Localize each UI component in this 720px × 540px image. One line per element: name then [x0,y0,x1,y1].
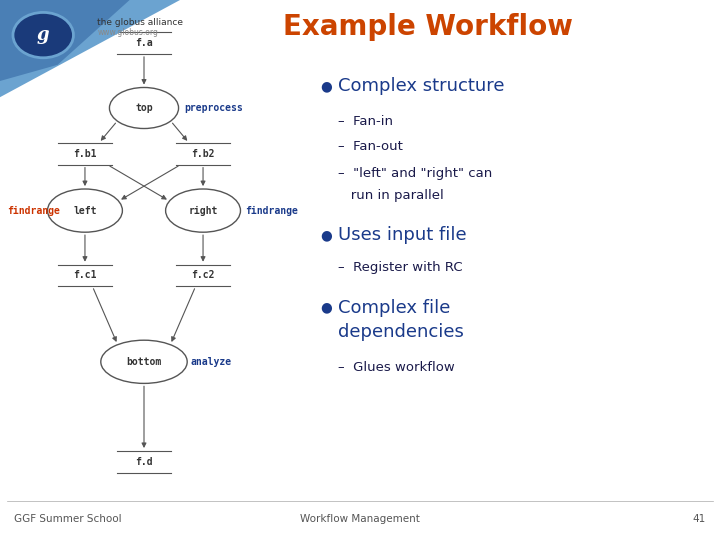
Text: GGF Summer School: GGF Summer School [14,515,122,524]
Text: Complex file: Complex file [338,299,451,317]
Text: f.b1: f.b1 [73,149,96,159]
Text: ●: ● [320,228,332,242]
Text: right: right [189,206,217,215]
Polygon shape [0,0,180,97]
Text: –  Register with RC: – Register with RC [338,261,463,274]
Text: –  "left" and "right" can: – "left" and "right" can [338,167,492,180]
Text: –  Fan-in: – Fan-in [338,115,393,128]
Text: Example Workflow: Example Workflow [284,13,573,41]
Circle shape [13,12,73,58]
Text: f.b2: f.b2 [192,149,215,159]
Text: Uses input file: Uses input file [338,226,467,244]
Text: ●: ● [320,301,332,315]
Text: www.globus.org: www.globus.org [97,28,158,37]
Text: f.c1: f.c1 [73,271,96,280]
Text: Complex structure: Complex structure [338,77,505,96]
Text: –  Fan-out: – Fan-out [338,140,403,153]
Ellipse shape [109,87,179,129]
Text: f.d: f.d [135,457,153,467]
Ellipse shape [166,189,240,232]
Text: ●: ● [320,79,332,93]
Text: Workflow Management: Workflow Management [300,515,420,524]
Ellipse shape [48,189,122,232]
Text: findrange: findrange [245,206,297,215]
Text: left: left [73,206,96,215]
Text: –  Glues workflow: – Glues workflow [338,361,455,374]
Text: f.a: f.a [135,38,153,48]
Text: findrange: findrange [7,206,60,215]
Text: 41: 41 [693,515,706,524]
Text: f.c2: f.c2 [192,271,215,280]
Ellipse shape [101,340,187,383]
Text: dependencies: dependencies [338,323,464,341]
Text: g: g [37,26,50,44]
Text: preprocess: preprocess [184,103,243,113]
Text: analyze: analyze [191,357,232,367]
Text: run in parallel: run in parallel [338,189,444,202]
Text: bottom: bottom [127,357,161,367]
Polygon shape [0,0,130,81]
Text: the globus alliance: the globus alliance [97,18,183,27]
Text: top: top [135,103,153,113]
